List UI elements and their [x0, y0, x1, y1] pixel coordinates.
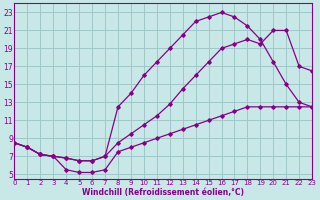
X-axis label: Windchill (Refroidissement éolien,°C): Windchill (Refroidissement éolien,°C) [82, 188, 244, 197]
